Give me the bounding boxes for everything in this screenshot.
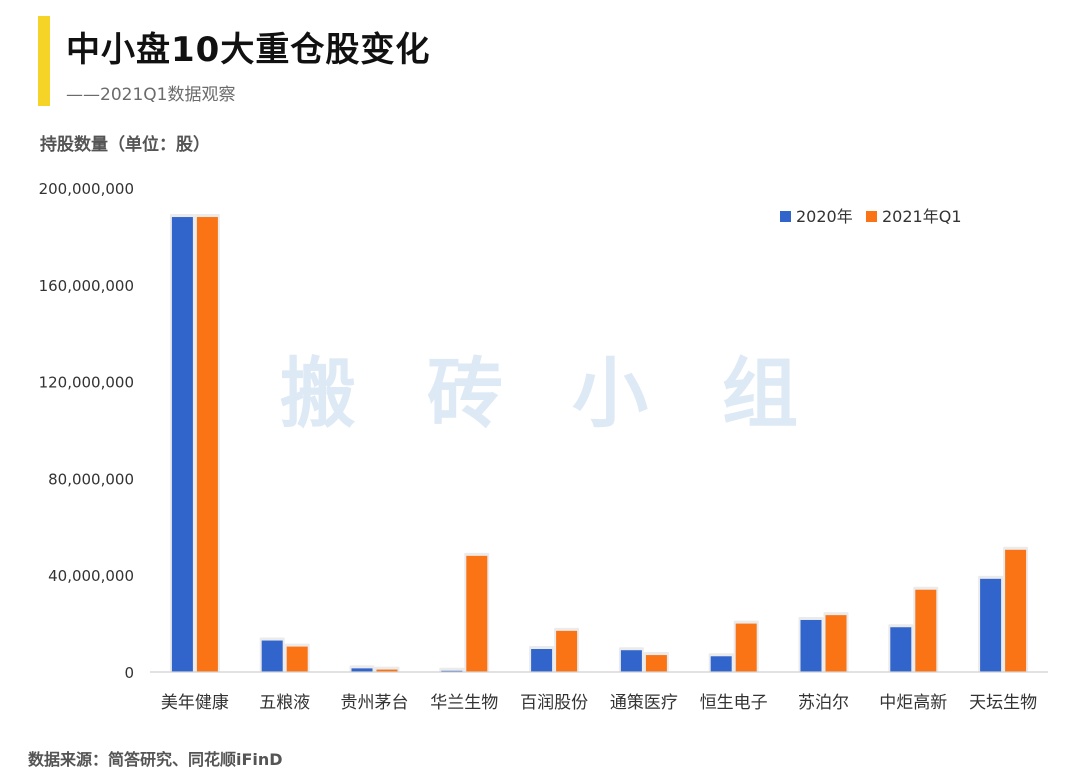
x-tick-label: 五粮液: [259, 693, 310, 713]
bar-2021q1: [735, 623, 757, 672]
bar-2021q1: [286, 646, 308, 672]
bar-2021q1: [196, 217, 218, 673]
x-tick-label: 美年健康: [161, 693, 229, 713]
y-tick-label: 120,000,000: [39, 374, 134, 392]
bar-2021q1: [376, 669, 398, 672]
watermark-char: 搬: [280, 349, 356, 438]
watermark-char: 小: [572, 349, 648, 438]
bar-2020: [800, 619, 822, 672]
x-tick-label: 华兰生物: [430, 693, 498, 713]
watermark-char: 砖: [427, 349, 503, 438]
legend-label: 2021年Q1: [882, 207, 962, 226]
legend-swatch: [866, 211, 877, 222]
bar-2020: [261, 640, 283, 672]
bar-2021q1: [825, 615, 847, 672]
bar-2021q1: [466, 555, 488, 672]
bar-2020: [351, 668, 373, 672]
x-tick-label: 天坛生物: [969, 693, 1037, 713]
x-axis-ticks: 美年健康 五粮液 贵州茅台 华兰生物 百润股份 通策医疗 恒生电子 苏泊尔 中炬高新 天坛生物: [161, 693, 1037, 713]
bar-2020: [980, 578, 1002, 672]
x-tick-label: 苏泊尔: [798, 693, 849, 713]
bar-2021q1: [556, 630, 578, 672]
bar-2020: [531, 649, 553, 672]
y-tick-label: 200,000,000: [39, 180, 134, 198]
y-axis-unit-label: 持股数量（单位：股）: [40, 135, 210, 155]
legend: 2020年 2021年Q1: [780, 207, 962, 226]
bars: [169, 214, 1029, 673]
y-axis-ticks: 0 40,000,000 80,000,000 120,000,000 160,000,…: [39, 180, 134, 682]
bar-2021q1: [645, 655, 667, 672]
title-accent-bar: [38, 16, 50, 106]
page-title: 中小盘10大重仓股变化: [66, 30, 431, 70]
y-tick-label: 0: [124, 664, 134, 682]
bar-2020: [441, 670, 463, 672]
legend-label: 2020年: [796, 207, 853, 226]
watermark-char: 组: [722, 349, 798, 438]
page-subtitle: ——2021Q1数据观察: [66, 85, 236, 105]
y-tick-label: 160,000,000: [39, 277, 134, 295]
bar-2020: [620, 650, 642, 672]
y-tick-label: 80,000,000: [48, 470, 134, 488]
x-tick-label: 贵州茅台: [341, 693, 409, 713]
x-tick-label: 恒生电子: [700, 693, 768, 713]
x-tick-label: 中炬高新: [879, 693, 947, 713]
bar-2020: [171, 217, 193, 673]
bar-2021q1: [1005, 549, 1027, 672]
x-tick-label: 通策医疗: [610, 693, 678, 713]
x-tick-label: 百润股份: [520, 693, 588, 713]
data-source-note: 数据来源：简答研究、同花顺iFinD: [28, 750, 283, 769]
legend-swatch: [780, 211, 791, 222]
bar-2020: [890, 627, 912, 672]
bar-2021q1: [915, 589, 937, 672]
watermark: 搬砖小组: [280, 349, 798, 438]
y-tick-label: 40,000,000: [48, 567, 134, 585]
bar-2020: [710, 656, 732, 672]
